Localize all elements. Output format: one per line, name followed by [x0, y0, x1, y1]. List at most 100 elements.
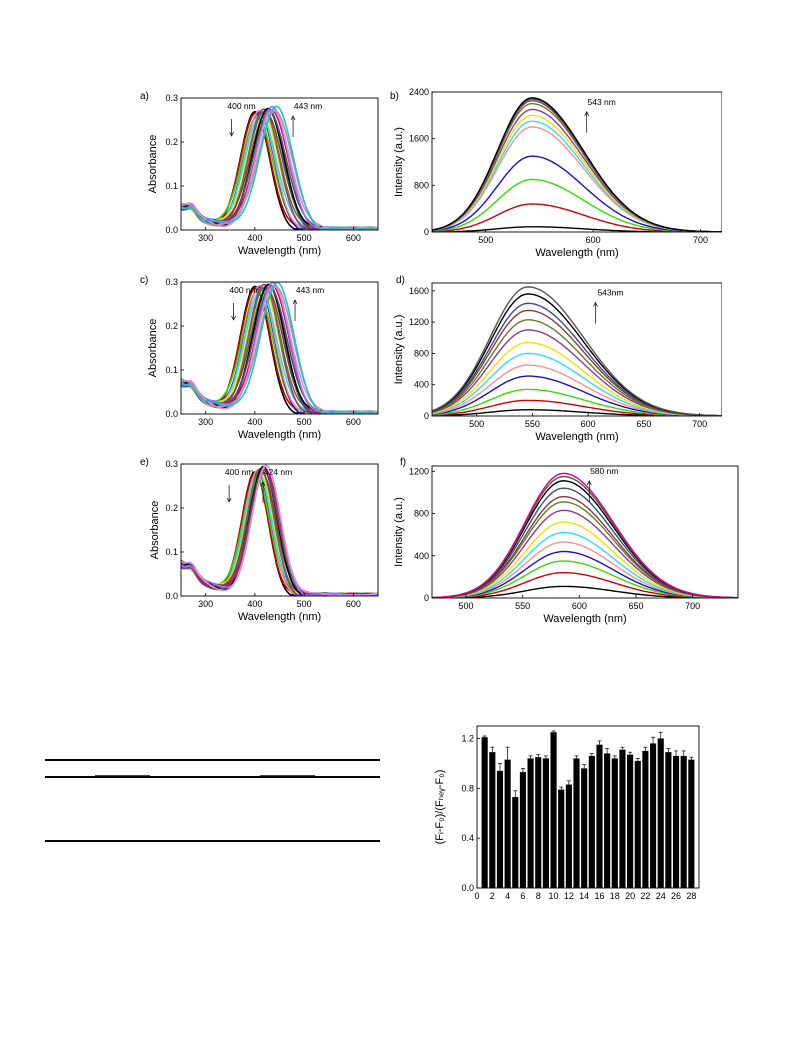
emission-series-line — [432, 286, 722, 416]
y-tick-label: 400 — [414, 380, 429, 390]
emission-series-line — [432, 352, 722, 416]
y-tick-label: 0.1 — [165, 181, 178, 191]
y-tick-label: 800 — [414, 509, 429, 519]
x-tick-label: 24 — [656, 891, 666, 901]
x-tick-label: 300 — [198, 417, 213, 427]
annotation-arrowhead — [231, 315, 236, 321]
bar — [688, 759, 695, 888]
bar — [573, 758, 580, 888]
annotation-arrowhead — [593, 301, 598, 307]
panel-g: 0 2 4 6 8 10 12 14 16 18 20 22 24 26 28 0.0 0.4 0.8 1.2 (Fᵢ… — [425, 718, 715, 918]
panel-label-d: d) — [396, 275, 405, 286]
bar — [657, 738, 664, 888]
panel-a: 300 400 500 600 0.0 0.1 0.2 0.3 Wavelength (nm) A… — [138, 86, 388, 264]
panel-label-e: e) — [140, 457, 149, 468]
annotation-arrowhead — [229, 131, 234, 137]
emission-series-line — [432, 487, 738, 598]
y-tick-label: 0.1 — [165, 547, 178, 557]
emission-series-line — [432, 475, 738, 598]
x-tick-label: 600 — [581, 419, 596, 429]
chart-a-svg: 300 400 500 600 0.0 0.1 0.2 0.3 Wavelength (nm) A… — [140, 91, 379, 257]
y-axis-label: Absorbance — [147, 135, 159, 194]
x-axis-label: Wavelength (nm) — [543, 613, 626, 625]
plot-frame-c — [180, 281, 379, 415]
x-tick-label: 600 — [346, 599, 361, 609]
absorbance-series-line — [181, 109, 378, 230]
x-tick-label: 600 — [586, 235, 601, 245]
absorbance-series-line — [181, 465, 378, 596]
y-tick-label: 1600 — [409, 286, 429, 296]
y-tick-label: 0.0 — [165, 225, 178, 235]
annotation-label: 400 nm — [227, 101, 255, 111]
x-tick-label: 500 — [297, 599, 312, 609]
y-tick-label: 0.2 — [165, 321, 178, 331]
annotation-label: 543 nm — [588, 97, 616, 107]
x-tick-label: 700 — [693, 235, 708, 245]
annotation-label: 424 nm — [264, 467, 292, 477]
series-group — [181, 105, 378, 230]
bar — [481, 737, 488, 888]
bar — [550, 732, 557, 888]
x-tick-label: 20 — [625, 891, 635, 901]
y-tick-label: 0 — [424, 411, 429, 421]
x-axis-label: Wavelength (nm) — [238, 245, 321, 257]
chart-e-svg: 300 400 500 600 0.0 0.1 0.2 0.3 Wavelength (nm) A… — [140, 457, 379, 623]
x-tick-label: 600 — [346, 233, 361, 243]
series-group — [432, 286, 722, 416]
chart-g-svg: 0 2 4 6 8 10 12 14 16 18 20 22 24 26 280.00.40.81.2(Fᵢ… — [434, 725, 700, 901]
panel-f: 500 550 600 650 700 0 400 800 1200 Wavelength (nm… — [382, 452, 742, 630]
annotation-label: 443 nm — [294, 101, 322, 111]
panel-label-c: c) — [140, 275, 148, 286]
bar — [504, 759, 511, 888]
x-tick-label: 300 — [198, 233, 213, 243]
panel-e: 300 400 500 600 0.0 0.1 0.2 0.3 Wavelength (nm) A… — [138, 452, 388, 630]
bar — [604, 753, 611, 888]
x-tick-label: 300 — [198, 599, 213, 609]
x-tick-label: 500 — [297, 417, 312, 427]
y-axis-label: Absorbance — [147, 319, 159, 378]
y-tick-label: 800 — [414, 348, 429, 358]
x-tick-label: 400 — [247, 417, 262, 427]
y-tick-label: 0 — [424, 227, 429, 237]
x-tick-label: 4 — [505, 891, 510, 901]
y-tick-label: 0.8 — [461, 783, 474, 793]
y-tick-label: 0.2 — [165, 503, 178, 513]
y-tick-label: 1.2 — [461, 733, 474, 743]
series-group — [432, 472, 738, 598]
plot-frame-b — [431, 91, 723, 233]
y-tick-label: 0.0 — [461, 883, 474, 893]
bar — [512, 797, 519, 888]
y-tick-label: 0.1 — [165, 365, 178, 375]
emission-series-line — [432, 501, 738, 598]
chart-d-svg: 500 550 600 650 700 0 400 800 1200 1600 Wavelength… — [393, 275, 723, 443]
annotation-arrowhead — [584, 111, 590, 116]
bar — [619, 749, 626, 888]
bar — [611, 758, 618, 888]
x-tick-label: 650 — [628, 601, 643, 611]
absorbance-series-line — [181, 105, 378, 230]
x-tick-label: 500 — [297, 233, 312, 243]
y-tick-label: 0.2 — [165, 137, 178, 147]
bar — [535, 757, 542, 888]
bar — [672, 755, 680, 888]
emission-series-line — [432, 97, 722, 232]
y-axis-label: Intensity (a.u.) — [393, 497, 405, 567]
annotation-label: 400 nm — [229, 285, 257, 295]
x-tick-label: 550 — [515, 601, 530, 611]
x-axis-label: Wavelength (nm) — [238, 611, 321, 623]
bar — [565, 784, 572, 888]
bar — [650, 743, 657, 888]
x-tick-label: 12 — [564, 891, 574, 901]
x-tick-label: 600 — [346, 417, 361, 427]
bar — [558, 789, 565, 888]
annotation-arrowhead — [226, 497, 232, 503]
plot-frame-f — [431, 465, 739, 599]
x-tick-label: 500 — [478, 235, 493, 245]
x-axis-label: Wavelength (nm) — [238, 429, 321, 441]
table-faint-rule-2 — [260, 775, 315, 776]
bar — [489, 752, 496, 888]
table-bottom-rule — [45, 840, 380, 842]
table-header-rule — [45, 776, 380, 778]
table-top-rule — [45, 759, 380, 761]
series-group — [181, 282, 378, 414]
